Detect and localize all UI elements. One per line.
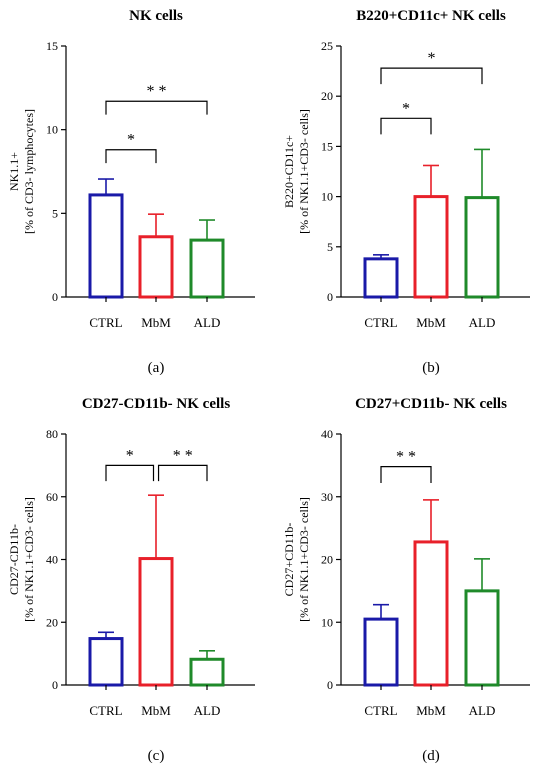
x-tick-label: ALD xyxy=(469,315,496,330)
bar-ald xyxy=(189,238,225,299)
bar-mbm xyxy=(413,540,449,687)
x-tick-label: CTRL xyxy=(364,315,397,330)
x-tick-label: CTRL xyxy=(89,315,122,330)
chart-panel-c: CD27-CD11b- NK cells CD27-CD11b-[% of NK1… xyxy=(0,388,275,776)
y-axis-label: B220+CD11c+[% of NK1.1+CD3- cells] xyxy=(282,109,311,234)
y-tick-label: 0 xyxy=(52,290,58,304)
y-tick-label: 15 xyxy=(46,39,58,53)
bar-mbm xyxy=(138,557,174,687)
y-tick-label: 10 xyxy=(321,190,333,204)
bar-mbm xyxy=(138,235,174,299)
significance-bracket xyxy=(380,117,432,135)
bar-mbm xyxy=(413,195,449,299)
significance-bracket xyxy=(105,464,155,482)
x-tick-label: ALD xyxy=(194,703,221,718)
x-tick-label: MbM xyxy=(141,315,171,330)
significance-bracket xyxy=(380,67,483,85)
x-tick-label: MbM xyxy=(416,315,446,330)
y-axis-label-line: [% of NK1.1+CD3- cells] xyxy=(22,497,36,622)
bar-ctrl xyxy=(363,617,399,687)
x-tick-label: CTRL xyxy=(89,703,122,718)
y-axis-label: CD27-CD11b-[% of NK1.1+CD3- cells] xyxy=(7,497,36,622)
y-tick-label: 30 xyxy=(321,490,333,504)
y-tick-label: 5 xyxy=(52,206,58,220)
chart-title: CD27+CD11b- NK cells xyxy=(355,396,507,412)
y-tick-label: 5 xyxy=(327,240,333,254)
x-tick-label: MbM xyxy=(141,703,171,718)
y-axis-label-line: B220+CD11c+ xyxy=(282,135,296,208)
y-axis-label-line: [% of CD3- lymphocytes] xyxy=(22,109,36,234)
y-tick-label: 10 xyxy=(321,615,333,629)
chart-title: NK cells xyxy=(129,8,183,24)
significance-label: * xyxy=(126,447,134,464)
x-tick-label: MbM xyxy=(416,703,446,718)
chart-title: CD27-CD11b- NK cells xyxy=(82,396,230,412)
significance-bracket xyxy=(105,149,157,164)
y-tick-label: 15 xyxy=(321,139,333,153)
panel-caption: (a) xyxy=(148,360,165,376)
chart-panel-d: CD27+CD11b- NK cells CD27+CD11b-[% of NK1… xyxy=(275,388,550,776)
chart-panel-a: NK cells NK1.1+[% of CD3- lymphocytes] 0 5 1… xyxy=(0,0,275,388)
y-tick-label: 0 xyxy=(327,290,333,304)
y-tick-label: 80 xyxy=(46,427,58,441)
significance-label: * * xyxy=(147,83,167,100)
bar-ald xyxy=(464,589,500,687)
significance-label: * * xyxy=(396,449,416,466)
bar-ctrl xyxy=(88,193,124,299)
y-axis-label-line: [% of NK1.1+CD3- cells] xyxy=(297,497,311,622)
significance-bracket xyxy=(105,100,208,115)
panel-caption: (b) xyxy=(422,360,440,376)
bar-ald xyxy=(189,657,225,687)
bar-ctrl xyxy=(363,257,399,299)
bar-ald xyxy=(464,196,500,299)
y-tick-label: 0 xyxy=(52,678,58,692)
chart-svg-3: CD27+CD11b- NK cells CD27+CD11b-[% of NK1… xyxy=(282,396,530,764)
panel-caption: (c) xyxy=(148,748,165,764)
y-tick-label: 20 xyxy=(46,615,58,629)
y-tick-label: 60 xyxy=(46,490,58,504)
significance-label: * xyxy=(402,100,410,117)
y-axis-label-line: CD27-CD11b- xyxy=(7,524,21,595)
chart-svg-1: B220+CD11c+ NK cells B220+CD11c+[% of NK1… xyxy=(282,8,530,376)
chart-title: B220+CD11c+ NK cells xyxy=(356,8,506,24)
significance-label: * xyxy=(428,50,436,67)
y-axis-label-line: [% of NK1.1+CD3- cells] xyxy=(297,109,311,234)
x-tick-label: CTRL xyxy=(364,703,397,718)
bar-ctrl xyxy=(88,637,124,687)
y-axis-label-line: CD27+CD11b- xyxy=(282,523,296,597)
significance-label: * * xyxy=(173,447,193,464)
x-tick-label: ALD xyxy=(469,703,496,718)
y-axis-label: NK1.1+[% of CD3- lymphocytes] xyxy=(7,109,36,234)
panel-caption: (d) xyxy=(422,748,440,764)
y-axis-label: CD27+CD11b-[% of NK1.1+CD3- cells] xyxy=(282,497,311,622)
y-tick-label: 10 xyxy=(46,123,58,137)
y-tick-label: 25 xyxy=(321,39,333,53)
chart-svg-0: NK cells NK1.1+[% of CD3- lymphocytes] 0 5 1… xyxy=(7,8,255,376)
chart-svg-2: CD27-CD11b- NK cells CD27-CD11b-[% of NK1… xyxy=(7,396,255,764)
y-tick-label: 20 xyxy=(321,553,333,567)
significance-label: * xyxy=(127,132,135,149)
y-tick-label: 40 xyxy=(46,553,58,567)
y-tick-label: 0 xyxy=(327,678,333,692)
x-tick-label: ALD xyxy=(194,315,221,330)
y-tick-label: 40 xyxy=(321,427,333,441)
chart-panel-b: B220+CD11c+ NK cells B220+CD11c+[% of NK1… xyxy=(275,0,550,388)
y-axis-label-line: NK1.1+ xyxy=(7,152,21,191)
y-tick-label: 20 xyxy=(321,89,333,103)
significance-bracket xyxy=(380,466,432,483)
significance-bracket xyxy=(157,464,208,482)
